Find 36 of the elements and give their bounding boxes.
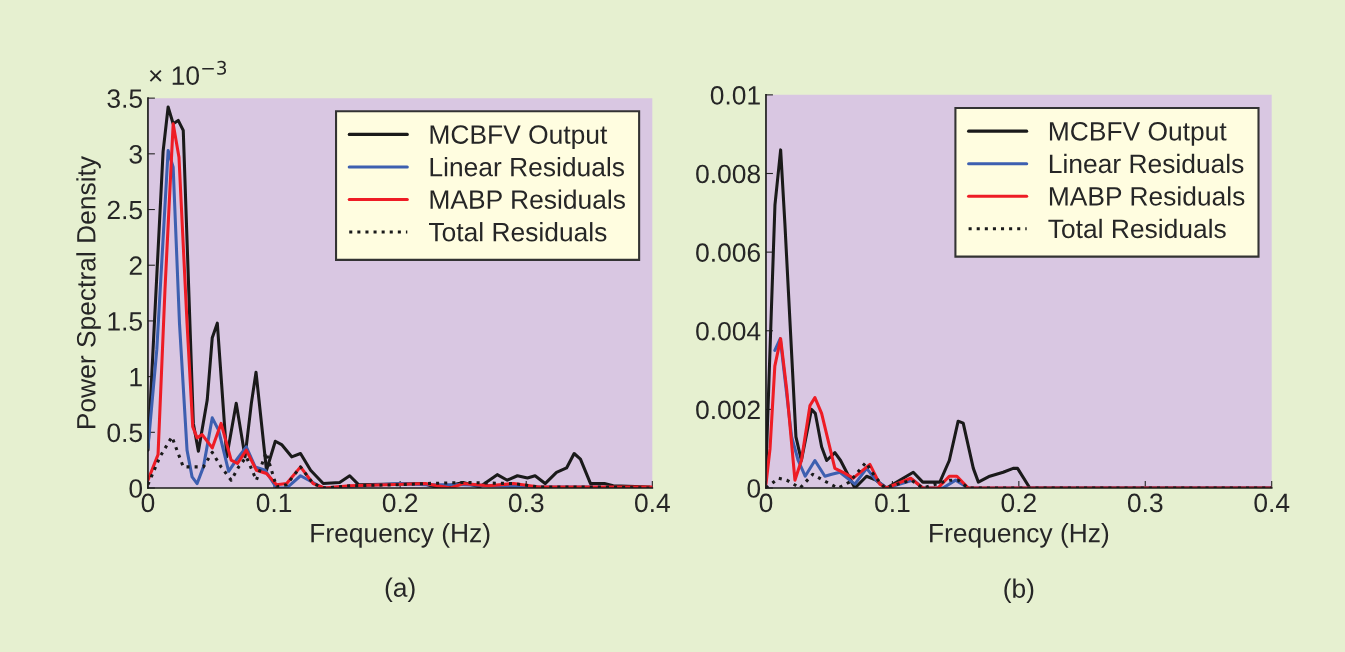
text: (a) [385,577,415,603]
legend-label: Linear Residuals [430,157,625,177]
y-tick-label: 0.008 [696,164,760,184]
x-tick-label: 0.2 [382,493,418,513]
legend-label: Linear Residuals [1049,153,1244,174]
y-tick-label: 0.002 [696,400,760,420]
y-tick-label: 2 [129,256,142,275]
x-tick-label: 0.4 [1254,493,1290,513]
x-tick-label: 0.1 [256,493,292,513]
text: (b) [1004,578,1034,604]
y-tick-label: 3 [129,144,142,164]
x-axis-title: Frequency (Hz) [311,523,490,548]
legend-label: Total Residuals [1048,218,1226,239]
x-tick-label: 0.3 [508,493,544,513]
legend-label: MABP Residuals [430,189,625,209]
y-tick-label: 0.006 [696,243,760,262]
text: × 10$^{−3}$ [149,60,227,85]
y-tick-label: 0 [747,479,761,498]
x-tick-label: 0.3 [1127,493,1163,513]
y-tick-label: 2.5 [107,200,142,220]
legend-label: Total Residuals [429,222,607,242]
y-tick-label: 0.004 [696,321,761,341]
y-tick-label: 1.5 [108,312,142,331]
y-axis-title: Power Spectral Density [76,155,101,429]
legend-label: MABP Residuals [1049,186,1245,206]
legend-label: MCBFV Output [1049,121,1227,146]
y-tick-label: 0.5 [107,423,142,443]
y-tick-label: 3.5 [107,89,142,108]
y-tick-label: 1 [130,368,142,387]
y-tick-label: 0.01 [710,86,760,105]
y-tick-label: 0 [129,479,143,498]
legend-label: MCBFV Output [430,125,608,150]
x-tick-label: 0.4 [635,493,670,513]
x-axis-title: Frequency (Hz) [930,523,1109,548]
x-tick-label: 0.2 [1001,493,1036,513]
x-tick-label: 0.1 [875,493,910,513]
